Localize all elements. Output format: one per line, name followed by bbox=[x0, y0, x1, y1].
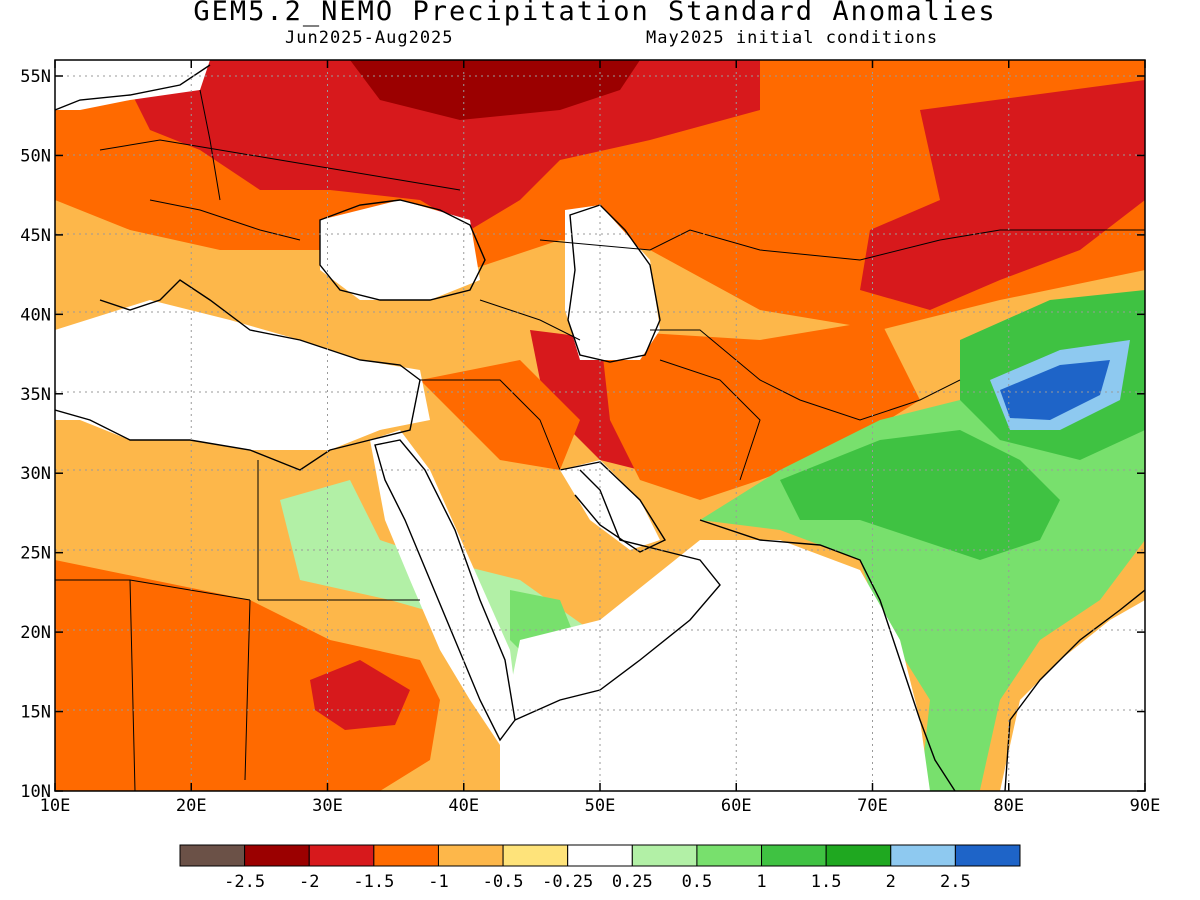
colorbar-label: -1 bbox=[428, 872, 448, 892]
colorbar-swatch bbox=[890, 844, 956, 867]
lon-tick-label: 20E bbox=[176, 796, 207, 816]
colorbar bbox=[179, 844, 1021, 867]
colorbar-swatch bbox=[179, 844, 246, 867]
field-band-north-core bbox=[350, 60, 640, 120]
colorbar-swatch bbox=[308, 844, 375, 867]
colorbar-swatch bbox=[567, 844, 633, 867]
border-europe bbox=[99, 89, 461, 241]
lat-tick-label: 55N bbox=[20, 67, 51, 87]
lon-tick-label: 40E bbox=[448, 796, 479, 816]
colorbar-label: 0.5 bbox=[682, 872, 713, 892]
forecast-period: Jun2025-Aug2025 bbox=[285, 28, 454, 48]
lon-tick-label: 50E bbox=[585, 796, 616, 816]
colorbar-label: 2.5 bbox=[940, 872, 971, 892]
field-dry-east bbox=[860, 80, 1145, 310]
lat-tick-label: 50N bbox=[20, 146, 51, 166]
country-borders bbox=[55, 89, 1145, 791]
field-band-north-strong bbox=[130, 60, 760, 230]
colorbar-label: 1.5 bbox=[811, 872, 842, 892]
mask-mediterranean bbox=[55, 300, 430, 450]
lon-tick-label: 90E bbox=[1130, 796, 1161, 816]
colorbar-swatch bbox=[502, 844, 569, 867]
colorbar-label: -2.5 bbox=[224, 872, 265, 892]
grid-lines bbox=[55, 60, 1145, 791]
field-dry-saudi bbox=[420, 360, 580, 470]
colorbar-label: -2 bbox=[299, 872, 319, 892]
coastlines bbox=[55, 64, 1145, 791]
mask-persian-gulf bbox=[560, 460, 660, 550]
lon-tick-label: 10E bbox=[40, 796, 71, 816]
coast-baltic bbox=[55, 64, 211, 111]
field-wet-tibet-core bbox=[1000, 360, 1110, 420]
colorbar-label: 2 bbox=[886, 872, 896, 892]
mask-caspian bbox=[565, 205, 660, 360]
coast-red-sea bbox=[374, 439, 516, 742]
colorbar-swatch bbox=[825, 844, 892, 867]
colorbar-swatch bbox=[244, 844, 310, 867]
colorbar-swatch bbox=[954, 844, 1021, 867]
mask-bay-of-bengal bbox=[1000, 600, 1145, 791]
latitude-axis: 10N 15N 20N 25N 30N 35N 40N 45N 50N 55N bbox=[20, 67, 1145, 802]
lat-tick-label: 30N bbox=[20, 464, 51, 484]
lon-tick-label: 70E bbox=[857, 796, 888, 816]
field-wet-india-strong bbox=[780, 430, 1060, 560]
colorbar-label: 0.25 bbox=[612, 872, 653, 892]
colorbar-swatch bbox=[437, 844, 504, 867]
border-asia bbox=[539, 229, 1145, 421]
lon-tick-label: 60E bbox=[721, 796, 752, 816]
lat-tick-label: 10N bbox=[20, 782, 51, 802]
lat-tick-label: 20N bbox=[20, 623, 51, 643]
coast-caspian bbox=[567, 204, 661, 363]
lon-tick-label: 80E bbox=[993, 796, 1024, 816]
colorbar-swatch bbox=[631, 844, 698, 867]
colorbar-swatch bbox=[696, 844, 763, 867]
lat-tick-label: 45N bbox=[20, 226, 51, 246]
lat-tick-label: 35N bbox=[20, 385, 51, 405]
colorbar-label: 1 bbox=[756, 872, 766, 892]
colorbar-label: -1.5 bbox=[353, 872, 394, 892]
border-africa bbox=[55, 460, 420, 791]
longitude-axis: 10E 20E 30E 40E 50E 60E 70E 80E 90E bbox=[40, 60, 1161, 816]
lat-tick-label: 40N bbox=[20, 305, 51, 325]
coast-black-sea bbox=[319, 199, 486, 301]
coast-arabia bbox=[514, 469, 721, 721]
mask-baltic bbox=[55, 60, 210, 110]
initial-conditions-label: May2025 initial conditions bbox=[646, 28, 939, 48]
lon-tick-label: 30E bbox=[312, 796, 343, 816]
colorbar-label: -0.25 bbox=[542, 872, 593, 892]
border-middle-east bbox=[420, 299, 761, 481]
coast-india bbox=[699, 519, 1145, 791]
lat-tick-label: 25N bbox=[20, 544, 51, 564]
field-dry-east-asia bbox=[600, 320, 920, 500]
map-title: GEM5.2_NEMO Precipitation Standard Anoma… bbox=[193, 0, 997, 27]
mask-red-sea bbox=[370, 430, 520, 745]
colorbar-labels: -2.5 -2 -1.5 -1 -0.5 -0.25 0.25 0.5 1 1.5 2 2.5 bbox=[224, 872, 971, 892]
field-dry-africa-core bbox=[310, 660, 410, 730]
colorbar-swatch bbox=[761, 844, 827, 867]
colorbar-label: -0.5 bbox=[483, 872, 524, 892]
lat-tick-label: 15N bbox=[20, 703, 51, 723]
colorbar-swatch bbox=[373, 844, 439, 867]
mask-black-sea bbox=[320, 200, 480, 300]
mask-arabian-sea bbox=[500, 540, 930, 791]
